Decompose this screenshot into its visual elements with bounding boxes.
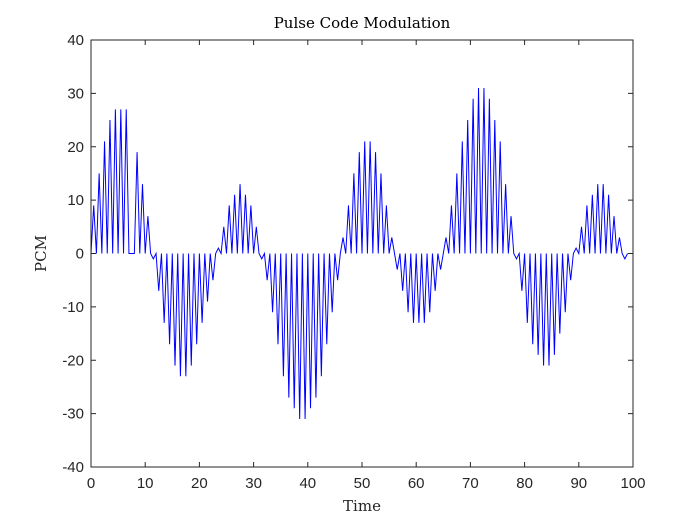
y-tick-label: -10: [62, 299, 84, 316]
y-tick-label: -30: [62, 406, 84, 423]
y-axis-title: PCM: [32, 235, 50, 272]
series-layer: [90, 88, 629, 419]
x-tick-label: 80: [516, 475, 533, 492]
x-tick-label: 40: [299, 475, 316, 492]
x-tick-label: 50: [354, 475, 371, 492]
x-tick-label: 10: [137, 475, 154, 492]
x-tick-label: 90: [570, 475, 587, 492]
x-tick-label: 70: [462, 475, 479, 492]
y-tick-label: -20: [62, 352, 84, 369]
x-tick-label: 30: [245, 475, 262, 492]
y-tick-label: 20: [67, 139, 84, 156]
y-tick-label: 0: [76, 246, 84, 263]
y-tick-label: 30: [67, 85, 84, 102]
y-tick-label: 40: [67, 32, 84, 49]
x-tick-label: 20: [191, 475, 208, 492]
chart-title: Pulse Code Modulation: [274, 14, 451, 32]
y-tick-label: 10: [67, 192, 84, 209]
x-tick-label: 60: [408, 475, 425, 492]
y-tick-label: -40: [62, 459, 84, 476]
ticks-layer: 0 10 20 30 40 50 60 70 80 90 100403020100-10-20-30…: [62, 32, 645, 492]
x-tick-label: 100: [620, 475, 645, 492]
x-axis-title: Time: [343, 497, 381, 515]
x-tick-label: 0: [87, 475, 95, 492]
series-line: [90, 88, 629, 419]
